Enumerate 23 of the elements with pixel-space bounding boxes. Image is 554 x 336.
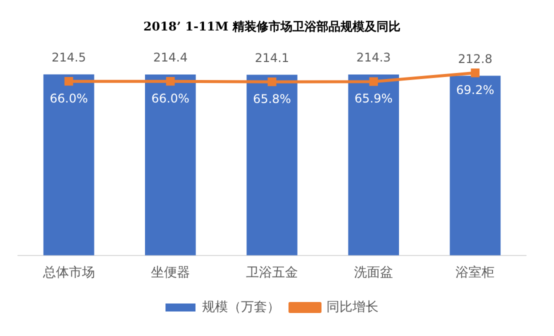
- data-label: 65.9%: [354, 92, 393, 106]
- point: [470, 68, 480, 78]
- data-label: 214.1: [254, 50, 290, 65]
- x-tick-label: 卫浴五金: [246, 266, 298, 281]
- legend-label: 同比增长: [326, 300, 378, 315]
- data-label: 66.0%: [50, 91, 88, 106]
- point: [166, 76, 175, 86]
- point: [369, 77, 378, 86]
- data-label: 214.3: [356, 50, 391, 65]
- data-label: 65.8%: [252, 92, 292, 106]
- x-tick-label: 洗面盆: [354, 266, 394, 281]
- data-label: 212.8: [458, 52, 492, 66]
- chart-title: 2018’ 1-11M 精装修市场卫浴部品规模及同比: [143, 19, 401, 34]
- point: [268, 78, 276, 86]
- x-tick-label: 总体市场: [42, 266, 95, 281]
- data-label: 214.4: [153, 50, 188, 65]
- x-tick-label: 坐便器: [150, 266, 190, 281]
- x-tick-label: 浴室柜: [456, 264, 495, 281]
- data-label: 66.0%: [151, 91, 190, 106]
- data-label: 69.2%: [456, 83, 494, 98]
- data-label: 214.5: [52, 50, 86, 64]
- point: [64, 76, 74, 86]
- legend-label: 规模（万套）: [202, 300, 280, 315]
